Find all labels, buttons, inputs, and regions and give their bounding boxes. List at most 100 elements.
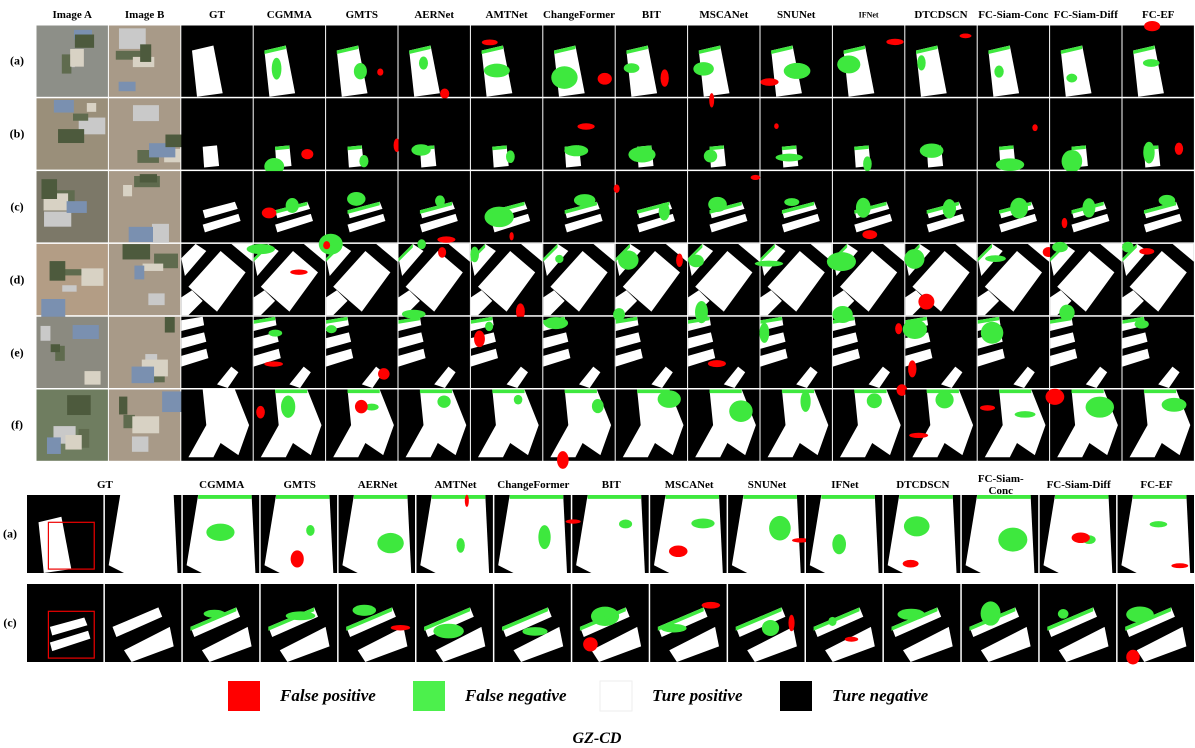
column-header: FC-EF [1142, 9, 1174, 21]
false-positive [583, 637, 598, 651]
false-negative [782, 390, 814, 394]
false-negative [981, 322, 1003, 344]
false-positive [845, 637, 858, 642]
false-positive [908, 360, 916, 377]
false-positive [598, 73, 612, 85]
image-patch [58, 129, 84, 143]
false-negative [588, 495, 642, 499]
column-header: FC-Siam-Conc [978, 9, 1048, 21]
image-patch [75, 35, 94, 48]
image-patch [67, 395, 91, 415]
panel [833, 384, 907, 461]
false-positive [1144, 21, 1160, 31]
false-positive [482, 39, 498, 45]
false-positive [909, 433, 928, 438]
image-patch [132, 416, 159, 433]
false-negative [762, 620, 779, 636]
legend-swatch [413, 681, 445, 711]
false-positive [474, 331, 485, 348]
false-negative [1143, 59, 1160, 67]
panel [543, 98, 614, 169]
change-region [498, 495, 567, 573]
panel [832, 306, 904, 388]
row-label: (c) [10, 200, 23, 215]
false-positive [355, 400, 368, 413]
false-positive [256, 406, 265, 419]
column-header: AMTNet [434, 479, 476, 491]
panel [399, 98, 470, 169]
panel [1123, 317, 1194, 388]
panel [37, 98, 108, 169]
false-negative [776, 154, 803, 162]
false-negative [1162, 398, 1187, 412]
false-negative [514, 395, 523, 405]
panel [616, 244, 687, 315]
panel [1123, 21, 1194, 97]
change-region [203, 145, 219, 167]
panel [761, 390, 832, 461]
panel [399, 310, 470, 388]
panel [339, 495, 415, 573]
panel [326, 317, 398, 388]
panel [761, 171, 832, 242]
column-header: BIT [602, 479, 621, 491]
panel [884, 584, 960, 662]
false-negative [784, 63, 811, 79]
false-negative [1062, 150, 1083, 173]
false-negative [729, 400, 752, 422]
column-header: MSCANet [699, 9, 748, 21]
panel [470, 244, 542, 320]
false-positive [895, 323, 902, 334]
column-header: BIT [642, 9, 661, 21]
false-negative [1144, 390, 1176, 394]
panel [105, 584, 181, 662]
panel [1050, 26, 1121, 97]
false-positive [391, 625, 410, 630]
image-patch [123, 244, 151, 259]
panel [417, 495, 493, 573]
panel [183, 584, 259, 662]
panels [0, 0, 1195, 748]
false-positive [1032, 124, 1037, 131]
row-label: (c) [3, 616, 16, 631]
panel [827, 244, 904, 315]
column-header: FC-Siam-Diff [1054, 9, 1118, 21]
panel [1118, 495, 1194, 573]
false-positive [788, 615, 794, 632]
panel [1123, 171, 1194, 242]
change-region [342, 495, 411, 573]
false-negative [551, 66, 577, 89]
column-header: GT [209, 9, 225, 21]
image-patch [132, 436, 148, 451]
image-patch [140, 44, 151, 62]
false-negative [353, 605, 377, 616]
panel [494, 495, 570, 573]
panel [688, 26, 759, 97]
column-header: GT [97, 479, 113, 491]
false-positive [760, 78, 778, 86]
false-positive [708, 360, 726, 367]
panel [471, 171, 542, 242]
false-positive [262, 207, 277, 218]
image-patch [41, 326, 51, 341]
panel [833, 26, 904, 97]
row-label: (d) [10, 272, 25, 287]
column-header: FC-EF [1140, 479, 1172, 491]
change-region [420, 495, 489, 573]
legend-label: Ture positive [652, 686, 743, 706]
false-positive [465, 495, 469, 507]
image-patch [165, 317, 175, 333]
panel [319, 234, 398, 315]
image-patch [129, 227, 153, 242]
panel [903, 317, 977, 388]
image-patch [81, 268, 103, 285]
panel [181, 390, 252, 461]
panel [399, 26, 470, 99]
legend-label: False positive [280, 686, 376, 706]
row-label: (a) [3, 527, 17, 542]
false-negative [306, 525, 314, 536]
panel [650, 584, 726, 662]
false-negative [985, 255, 1006, 262]
false-positive [438, 247, 446, 258]
panel [109, 26, 180, 97]
